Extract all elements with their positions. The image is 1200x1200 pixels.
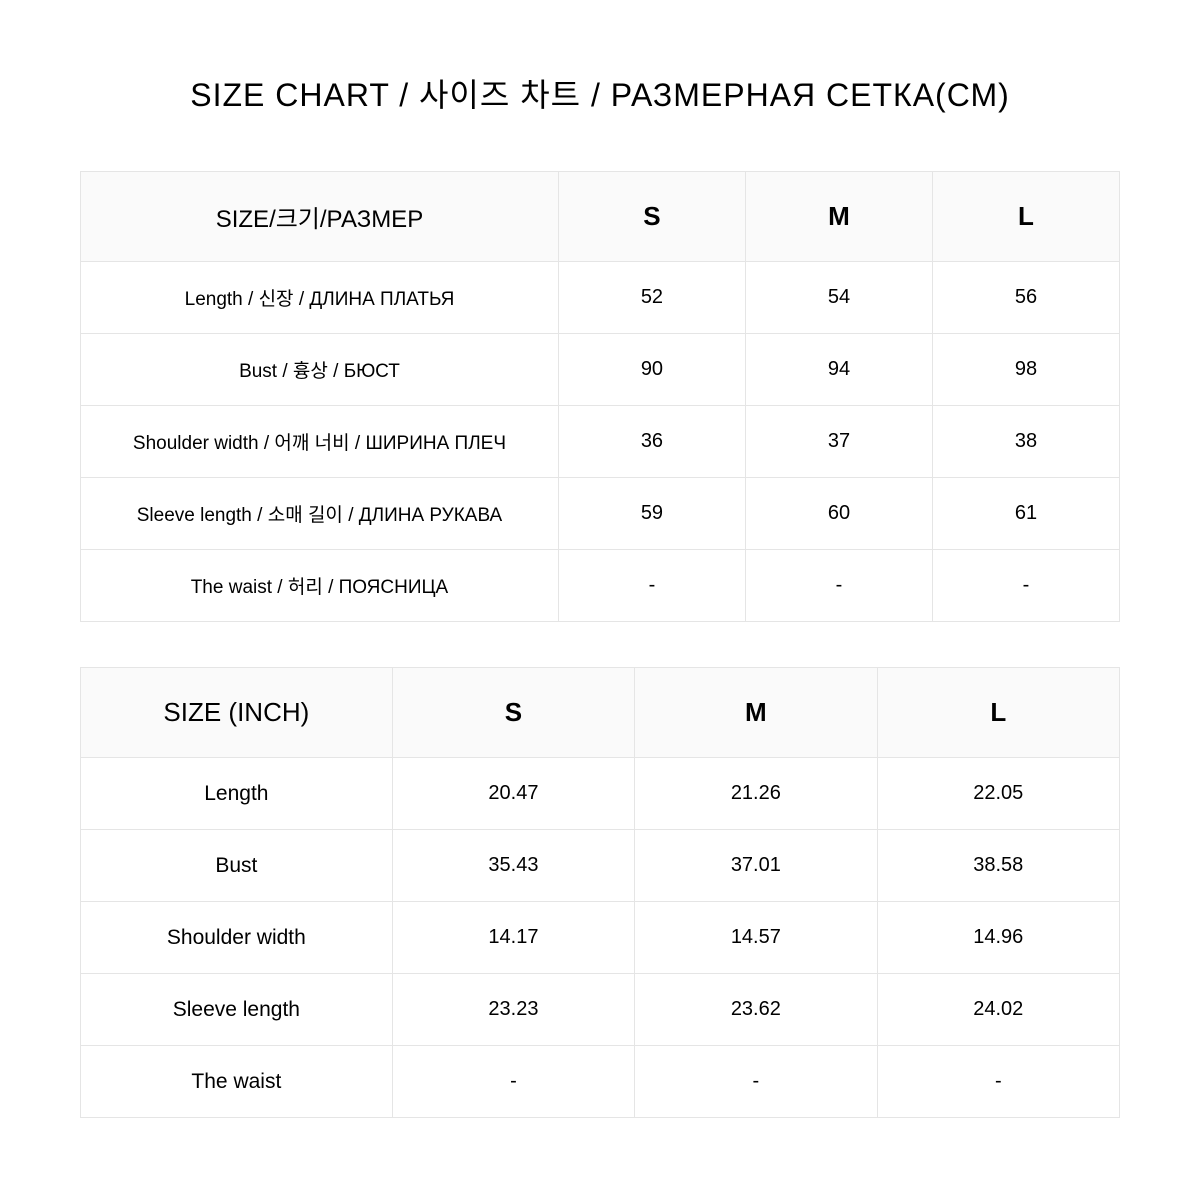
cell-value: 14.57: [635, 902, 877, 974]
table-row: Length / 신장 / ДЛИНА ПЛАТЬЯ 52 54 56: [81, 262, 1120, 334]
table-row: Length 20.47 21.26 22.05: [81, 758, 1120, 830]
cell-value: -: [635, 1046, 877, 1118]
cell-value: 24.02: [877, 974, 1119, 1046]
header-size-l: L: [932, 172, 1119, 262]
cell-value: 52: [558, 262, 745, 334]
header-size-s: S: [392, 668, 634, 758]
row-label: Shoulder width: [81, 902, 393, 974]
cell-value: 90: [558, 334, 745, 406]
header-label: SIZE (INCH): [81, 668, 393, 758]
cell-value: 94: [745, 334, 932, 406]
cell-value: -: [877, 1046, 1119, 1118]
table-row: Sleeve length 23.23 23.62 24.02: [81, 974, 1120, 1046]
cell-value: 20.47: [392, 758, 634, 830]
cell-value: -: [392, 1046, 634, 1118]
page-title: SIZE CHART / 사이즈 차트 / РАЗМЕРНАЯ СЕТКА(СМ…: [80, 70, 1120, 116]
row-label: The waist / 허리 / ПОЯСНИЦА: [81, 550, 559, 622]
cell-value: 14.17: [392, 902, 634, 974]
row-label: The waist: [81, 1046, 393, 1118]
cell-value: 56: [932, 262, 1119, 334]
header-size-m: M: [745, 172, 932, 262]
table-row: Bust / 흉상 / БЮСТ 90 94 98: [81, 334, 1120, 406]
cell-value: -: [932, 550, 1119, 622]
row-label: Sleeve length / 소매 길이 / ДЛИНА РУКАВА: [81, 478, 559, 550]
row-label: Bust: [81, 830, 393, 902]
header-size-m: M: [635, 668, 877, 758]
row-label: Shoulder width / 어깨 너비 / ШИРИНА ПЛЕЧ: [81, 406, 559, 478]
cell-value: 36: [558, 406, 745, 478]
cell-value: 59: [558, 478, 745, 550]
cell-value: 61: [932, 478, 1119, 550]
cell-value: 22.05: [877, 758, 1119, 830]
cell-value: -: [558, 550, 745, 622]
table-row: The waist - - -: [81, 1046, 1120, 1118]
table-row: Shoulder width / 어깨 너비 / ШИРИНА ПЛЕЧ 36 …: [81, 406, 1120, 478]
table-header-row: SIZE/크기/РАЗМЕР S M L: [81, 172, 1120, 262]
cell-value: 21.26: [635, 758, 877, 830]
cell-value: 54: [745, 262, 932, 334]
row-label: Length / 신장 / ДЛИНА ПЛАТЬЯ: [81, 262, 559, 334]
cell-value: 14.96: [877, 902, 1119, 974]
table-row: Shoulder width 14.17 14.57 14.96: [81, 902, 1120, 974]
table-row: The waist / 허리 / ПОЯСНИЦА - - -: [81, 550, 1120, 622]
table-row: Sleeve length / 소매 길이 / ДЛИНА РУКАВА 59 …: [81, 478, 1120, 550]
header-label: SIZE/크기/РАЗМЕР: [81, 172, 559, 262]
cell-value: 23.62: [635, 974, 877, 1046]
cell-value: 98: [932, 334, 1119, 406]
row-label: Bust / 흉상 / БЮСТ: [81, 334, 559, 406]
cell-value: 38.58: [877, 830, 1119, 902]
cell-value: 23.23: [392, 974, 634, 1046]
row-label: Length: [81, 758, 393, 830]
size-table-inch: SIZE (INCH) S M L Length 20.47 21.26 22.…: [80, 667, 1120, 1118]
cell-value: 35.43: [392, 830, 634, 902]
cell-value: 37: [745, 406, 932, 478]
table-header-row: SIZE (INCH) S M L: [81, 668, 1120, 758]
header-size-l: L: [877, 668, 1119, 758]
header-size-s: S: [558, 172, 745, 262]
cell-value: -: [745, 550, 932, 622]
row-label: Sleeve length: [81, 974, 393, 1046]
table-row: Bust 35.43 37.01 38.58: [81, 830, 1120, 902]
cell-value: 60: [745, 478, 932, 550]
size-table-cm: SIZE/크기/РАЗМЕР S M L Length / 신장 / ДЛИНА…: [80, 171, 1120, 622]
cell-value: 38: [932, 406, 1119, 478]
cell-value: 37.01: [635, 830, 877, 902]
